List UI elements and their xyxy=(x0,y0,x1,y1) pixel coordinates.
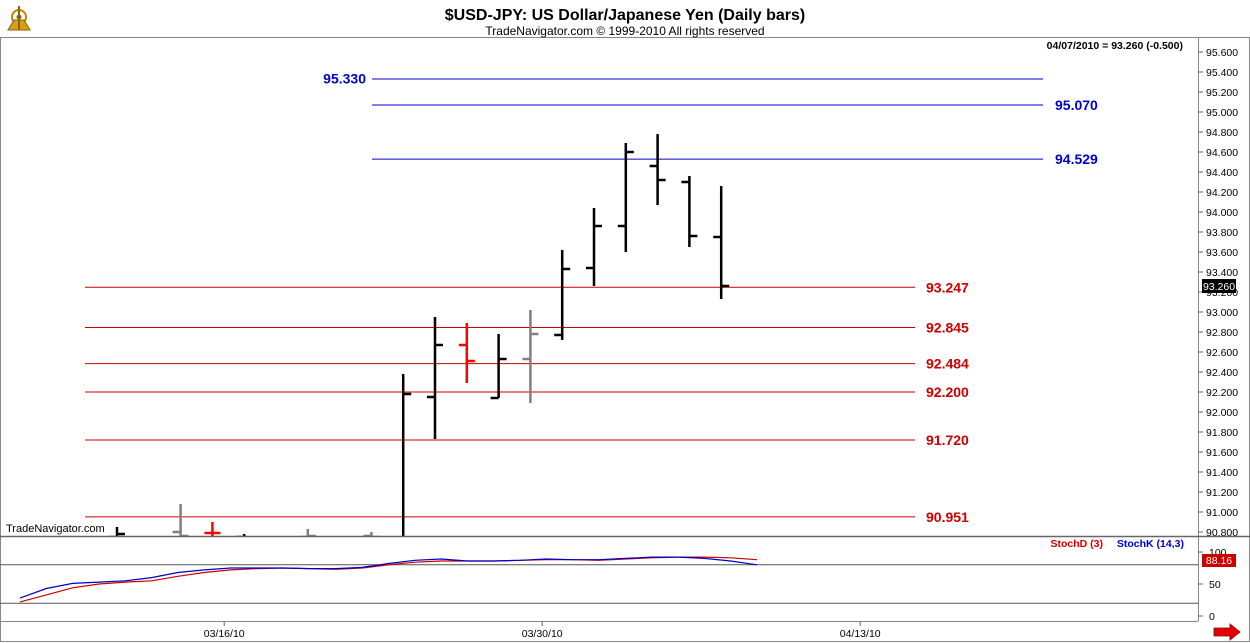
stoch-value-tag: 88.16 xyxy=(1202,554,1236,567)
ohlc-bars xyxy=(109,134,730,536)
price-tick-label: 91.800 xyxy=(1206,427,1238,439)
ohlc-bar xyxy=(713,186,730,299)
level-label: 92.484 xyxy=(926,356,969,372)
ohlc-bar xyxy=(204,522,221,536)
sextant-logo-icon xyxy=(7,6,31,31)
level-label: 95.330 xyxy=(323,71,366,87)
ohlc-bar xyxy=(236,534,246,536)
stoch-value-tag-label: 88.16 xyxy=(1206,555,1232,567)
last-price-tag: 93.260 xyxy=(1202,279,1236,293)
price-tick-label: 92.600 xyxy=(1206,347,1238,359)
price-tick-label: 91.200 xyxy=(1206,487,1238,499)
price-axis-ticks: 95.600 95.400 95.200 95.000 94.800 94.600 94.4… xyxy=(1198,47,1238,539)
price-tick-label: 94.600 xyxy=(1206,147,1238,159)
price-tick-label: 95.000 xyxy=(1206,107,1238,119)
ohlc-bar xyxy=(427,317,443,439)
price-tick-label: 93.600 xyxy=(1206,247,1238,259)
level-label: 93.247 xyxy=(926,279,969,295)
ohlc-bar xyxy=(649,134,666,205)
price-tick-label: 93.000 xyxy=(1206,307,1238,319)
ohlc-bar xyxy=(490,334,507,400)
time-tick-label: 03/30/10 xyxy=(522,628,563,640)
last-price-tag-box xyxy=(1202,279,1236,293)
last-quote-readout: 04/07/2010 = 93.260 (-0.500) xyxy=(1047,40,1183,52)
level-label: 90.951 xyxy=(926,509,969,525)
ohlc-bar xyxy=(363,532,380,536)
ohlc-bar xyxy=(401,374,412,536)
stoch-value-tag-box xyxy=(1202,554,1236,567)
price-tick-label: 95.200 xyxy=(1206,87,1238,99)
price-tick-label: 95.400 xyxy=(1206,67,1238,79)
price-tick-label: 91.000 xyxy=(1206,507,1238,519)
price-tick-label: 92.400 xyxy=(1206,367,1238,379)
level-label: 94.529 xyxy=(1055,151,1098,167)
price-tick-label: 91.600 xyxy=(1206,447,1238,459)
ohlc-bar xyxy=(554,250,571,340)
chart-title: $USD-JPY: US Dollar/Japanese Yen (Daily … xyxy=(445,7,805,24)
stochastic-lines xyxy=(0,556,1198,604)
ohlc-bar xyxy=(522,310,539,403)
stoch-series-line xyxy=(19,556,758,603)
price-tick-label: 93.400 xyxy=(1206,267,1238,279)
price-tick-label: 92.200 xyxy=(1206,387,1238,399)
stoch-k-legend: StochK (14,3) xyxy=(1117,538,1184,550)
last-price-tag-label: 93.260 xyxy=(1203,281,1235,293)
level-lines: 95.330 95.070 94.529 93.247 92.845 92.484 92.2… xyxy=(85,71,1098,525)
time-tick-label: 04/13/10 xyxy=(840,628,881,640)
level-label: 92.845 xyxy=(926,320,969,336)
ohlc-bar xyxy=(617,143,634,252)
time-axis-labels: 03/16/10 03/30/10 04/13/10 xyxy=(204,621,881,640)
price-tick-label: 92.000 xyxy=(1206,407,1238,419)
ohlc-bar xyxy=(458,323,475,383)
stoch-tick-label: 0 xyxy=(1209,611,1215,623)
ohlc-bar xyxy=(299,529,316,536)
level-label: 95.070 xyxy=(1055,97,1098,113)
level-label: 92.200 xyxy=(926,384,969,400)
price-tick-label: 94.200 xyxy=(1206,187,1238,199)
price-tick-label: 94.000 xyxy=(1206,207,1238,219)
watermark-label: TradeNavigator.com xyxy=(6,523,105,535)
price-panel: 95.600 95.400 95.200 95.000 94.800 94.600 94.4… xyxy=(6,38,1238,621)
copyright-subtitle: TradeNavigator.com © 1999-2010 All right… xyxy=(485,24,764,38)
stoch-d-legend: StochD (3) xyxy=(1051,538,1104,550)
price-tick-label: 93.800 xyxy=(1206,227,1238,239)
level-label: 91.720 xyxy=(926,432,969,448)
price-tick-label: 94.800 xyxy=(1206,127,1238,139)
price-tick-label: 95.600 xyxy=(1206,47,1238,59)
scroll-right-arrow-icon[interactable] xyxy=(1213,623,1241,641)
ohlc-bar xyxy=(172,504,189,536)
ohlc-bar xyxy=(681,176,698,247)
stoch-tick-label: 50 xyxy=(1209,579,1221,591)
ohlc-bar xyxy=(586,208,602,286)
price-tick-label: 94.400 xyxy=(1206,167,1238,179)
price-tick-label: 91.400 xyxy=(1206,467,1238,479)
ohlc-bar xyxy=(109,527,125,536)
price-tick-label: 92.800 xyxy=(1206,327,1238,339)
stoch-series-line xyxy=(19,556,758,599)
time-tick-label: 03/16/10 xyxy=(204,628,245,640)
